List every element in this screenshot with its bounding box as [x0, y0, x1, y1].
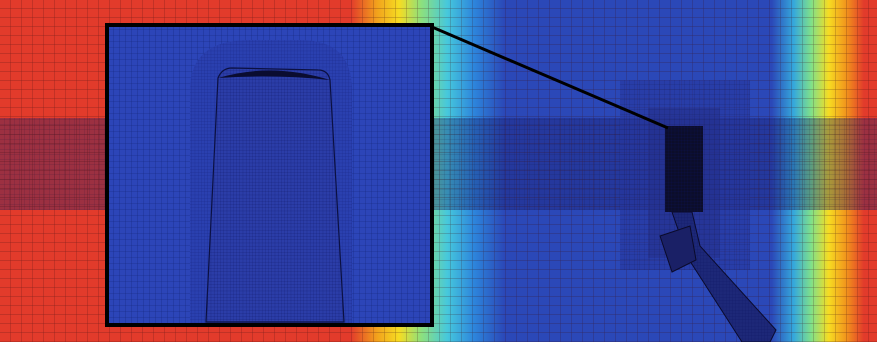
- inset-zoom: [105, 23, 434, 327]
- joint: [659, 225, 697, 273]
- inset-border: [105, 23, 434, 327]
- body-top-edge: [218, 70, 330, 80]
- leader-line: [431, 25, 669, 130]
